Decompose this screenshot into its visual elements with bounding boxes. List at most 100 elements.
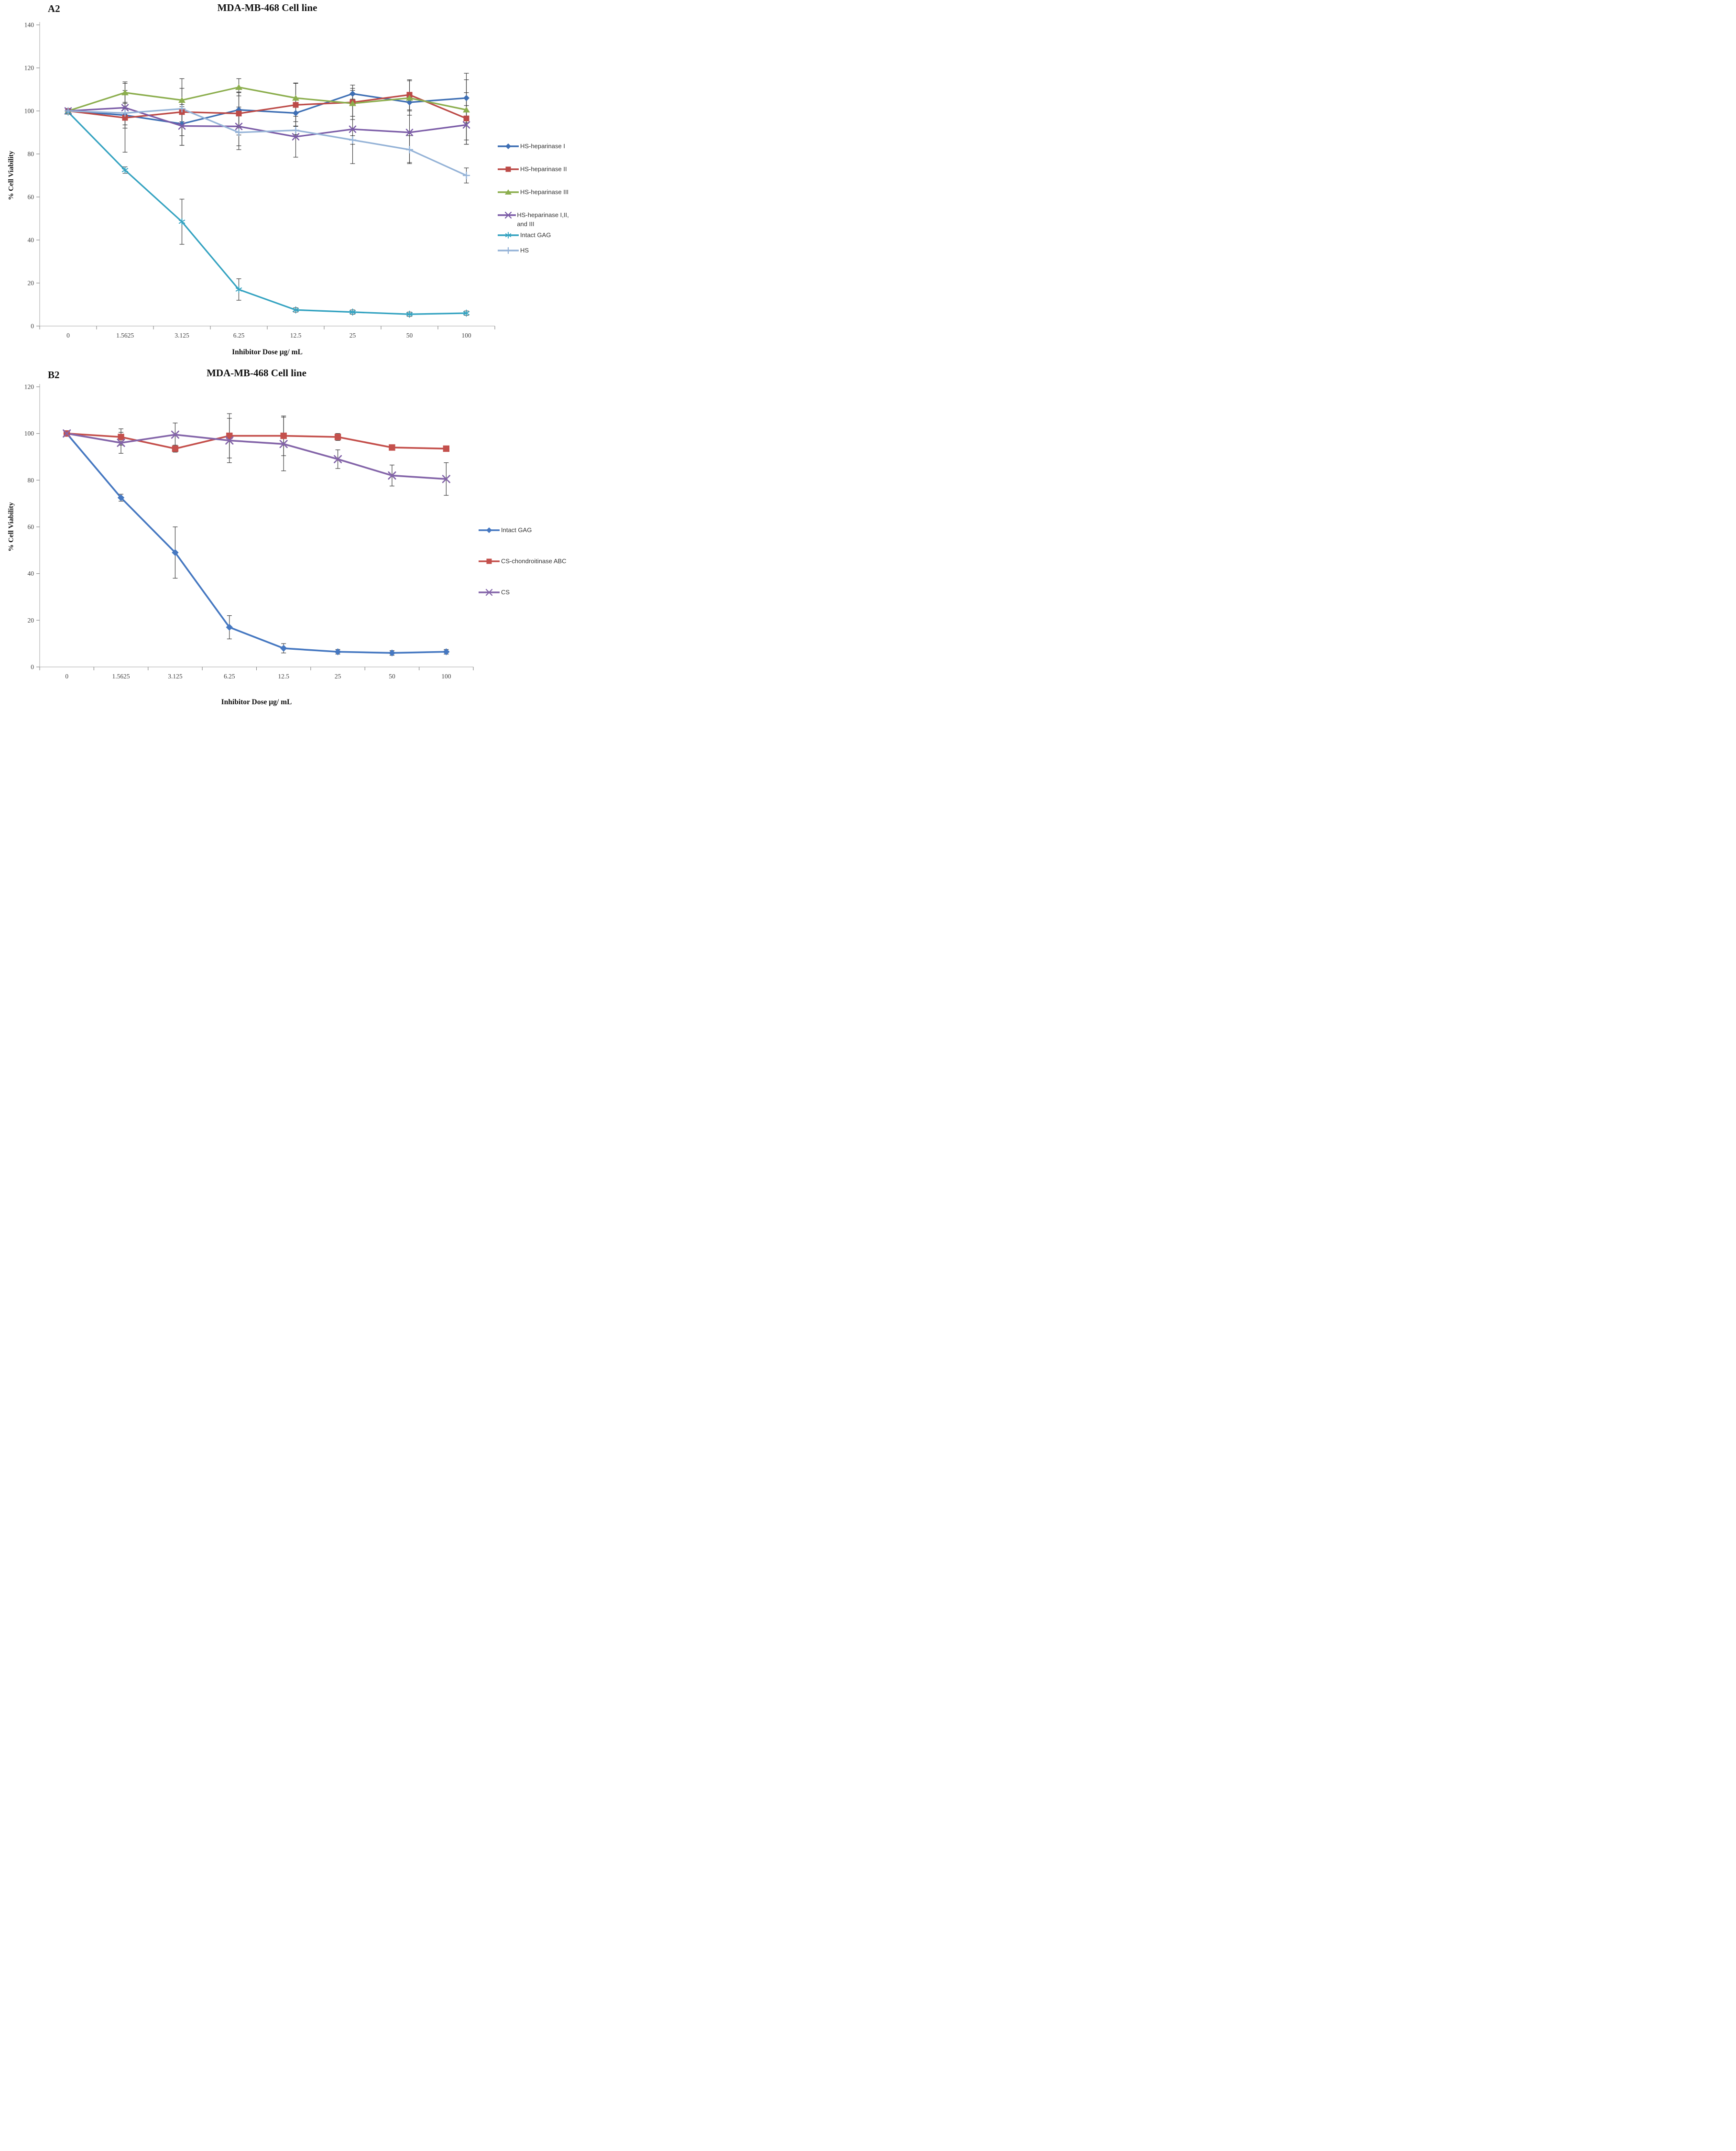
marker-hs-heparinase-iii	[349, 100, 356, 106]
marker-hs-heparinase-i-ii-and-iii	[121, 104, 129, 111]
marker-hs-heparinase-i	[406, 99, 413, 106]
marker-hs-heparinase-i-ii-and-iii	[462, 121, 470, 129]
y-tick-label: 120	[24, 383, 34, 391]
marker-intact-gag	[349, 308, 356, 316]
legend-label: Intact GAG	[501, 526, 532, 534]
marker-cs-chondroitinase-abc	[443, 445, 450, 452]
legend-item-hs-heparinase-i: HS-heparinase I	[497, 142, 565, 151]
chart-title-b2: MDA-MB-468 Cell line	[207, 367, 306, 379]
series-line-hs-heparinase-iii	[68, 86, 467, 112]
panel-label-b2: B2	[48, 369, 60, 381]
x-category-label: 100	[441, 673, 451, 680]
x-category-label: 3.125	[168, 673, 183, 680]
legend-swatch-diamond-icon	[498, 143, 519, 149]
marker-intact-gag	[235, 286, 242, 293]
y-tick-label: 0	[31, 323, 34, 330]
x-category-label: 6.25	[233, 332, 245, 339]
series-line-intact-gag	[66, 433, 447, 654]
legend-swatch-star6-icon	[498, 232, 519, 239]
marker-intact-gag	[226, 623, 233, 631]
marker-cs-chondroitinase-abc	[172, 445, 179, 452]
legend-marker-triangle	[505, 189, 512, 195]
marker-hs-heparinase-i-ii-and-iii	[349, 125, 357, 133]
legend-item-cs-chondroitinase-abc: CS-chondroitinase ABC	[478, 557, 567, 566]
legend-item-intact-gag: Intact GAG	[497, 231, 551, 240]
legend-swatch-x-icon	[498, 211, 516, 219]
legend-marker-square	[505, 166, 511, 172]
marker-hs	[292, 126, 300, 134]
x-category-label: 3.125	[175, 332, 189, 339]
legend-item-hs: HS	[497, 246, 529, 255]
x-category-label: 0	[65, 673, 68, 680]
marker-hs	[349, 136, 357, 144]
y-tick-label: 80	[28, 151, 34, 158]
marker-intact-gag	[117, 494, 125, 502]
marker-hs	[462, 172, 470, 179]
legend-swatch-plus-icon	[498, 247, 519, 254]
chart-a2: 0 20 40 60 80 100 120 140 0 1.5625 3.125 6.25 12.5 25…	[24, 22, 495, 339]
y-tick-label: 100	[24, 108, 34, 115]
legend-label: HS-heparinase II	[520, 165, 567, 173]
panel-label-a2: A2	[48, 3, 60, 14]
legend-marker-diamond	[505, 143, 511, 149]
marker-intact-gag	[178, 218, 186, 226]
marker-intact-gag	[121, 166, 129, 174]
marker-hs-heparinase-i	[463, 95, 469, 101]
error-bars-intact-gag	[64, 432, 449, 656]
y-tick-label: 60	[28, 194, 34, 201]
legend-item-intact-gag: Intact GAG	[478, 526, 532, 535]
x-category-label: 1.5625	[112, 673, 130, 680]
marker-intact-gag	[463, 309, 470, 317]
marker-cs-chondroitinase-abc	[389, 444, 395, 451]
chart-b2: 0 20 40 60 80 100 120 0 1.5625 3.125 6.25 12.5 25 50 1…	[24, 383, 474, 680]
marker-hs	[64, 107, 72, 115]
marker-cs-chondroitinase-abc	[118, 434, 124, 440]
legend-marker-square	[486, 558, 492, 564]
x-axis-title-a2: Inhibitor Dose µg/ mL	[232, 348, 303, 356]
legend-label: CS	[501, 589, 510, 596]
series-line-hs	[68, 108, 467, 176]
marker-intact-gag	[443, 648, 450, 655]
x-category-label: 1.5625	[116, 332, 134, 339]
legend-marker-x	[504, 211, 512, 219]
series-line-cs-chondroitinase-abc	[66, 432, 447, 450]
legend-item-hs-heparinase-ii: HS-heparinase II	[497, 165, 567, 174]
legend-label: HS-heparinase I,II, and III	[517, 211, 569, 228]
y-tick-label: 80	[28, 477, 34, 484]
marker-hs	[121, 109, 129, 117]
y-tick-label: 120	[24, 65, 34, 72]
marker-cs-chondroitinase-abc	[334, 434, 341, 440]
legend-item-hs-heparinase-i-ii-and-iii: HS-heparinase I,II, and III	[497, 211, 578, 229]
y-axis-title-a2: % Cell Viability	[7, 151, 15, 200]
x-category-label: 12.5	[290, 332, 302, 339]
marker-hs-heparinase-i-ii-and-iii	[178, 122, 186, 130]
marker-hs-heparinase-iii	[121, 89, 129, 96]
chart-title-a2: MDA-MB-468 Cell line	[217, 2, 317, 13]
marker-hs-heparinase-ii	[122, 115, 128, 121]
legend-item-hs-heparinase-iii: HS-heparinase III	[497, 188, 568, 197]
marker-cs	[333, 455, 342, 463]
legend-label: HS-heparinase I	[520, 142, 565, 150]
marker-intact-gag	[334, 648, 341, 655]
y-tick-label: 140	[24, 22, 34, 29]
marker-hs	[405, 146, 414, 153]
marker-cs-chondroitinase-abc	[280, 432, 287, 439]
marker-hs-heparinase-ii	[293, 102, 299, 108]
x-category-label: 100	[461, 332, 471, 339]
legend-swatch-x-icon	[479, 589, 500, 596]
charts-canvas: 0 20 40 60 80 100 120 140 0 1.5625 3.125 6.25 12.5 25…	[24, 22, 495, 680]
legend-item-cs: CS	[478, 588, 510, 597]
legend-swatch-diamond-icon	[479, 527, 500, 533]
legend-marker-plus	[504, 247, 512, 254]
legend-marker-diamond	[486, 527, 492, 533]
marker-hs-heparinase-iii	[463, 107, 470, 113]
marker-intact-gag	[172, 549, 179, 556]
legend-label: HS	[520, 247, 529, 254]
marker-intact-gag	[280, 644, 287, 652]
x-axis-title-b2: Inhibitor Dose µg/ mL	[221, 698, 292, 706]
x-category-label: 6.25	[224, 673, 235, 680]
x-category-label: 25	[335, 673, 341, 680]
marker-hs-heparinase-i-ii-and-iii	[235, 122, 243, 131]
marker-hs-heparinase-i	[179, 120, 185, 127]
series-line-intact-gag	[67, 111, 467, 315]
